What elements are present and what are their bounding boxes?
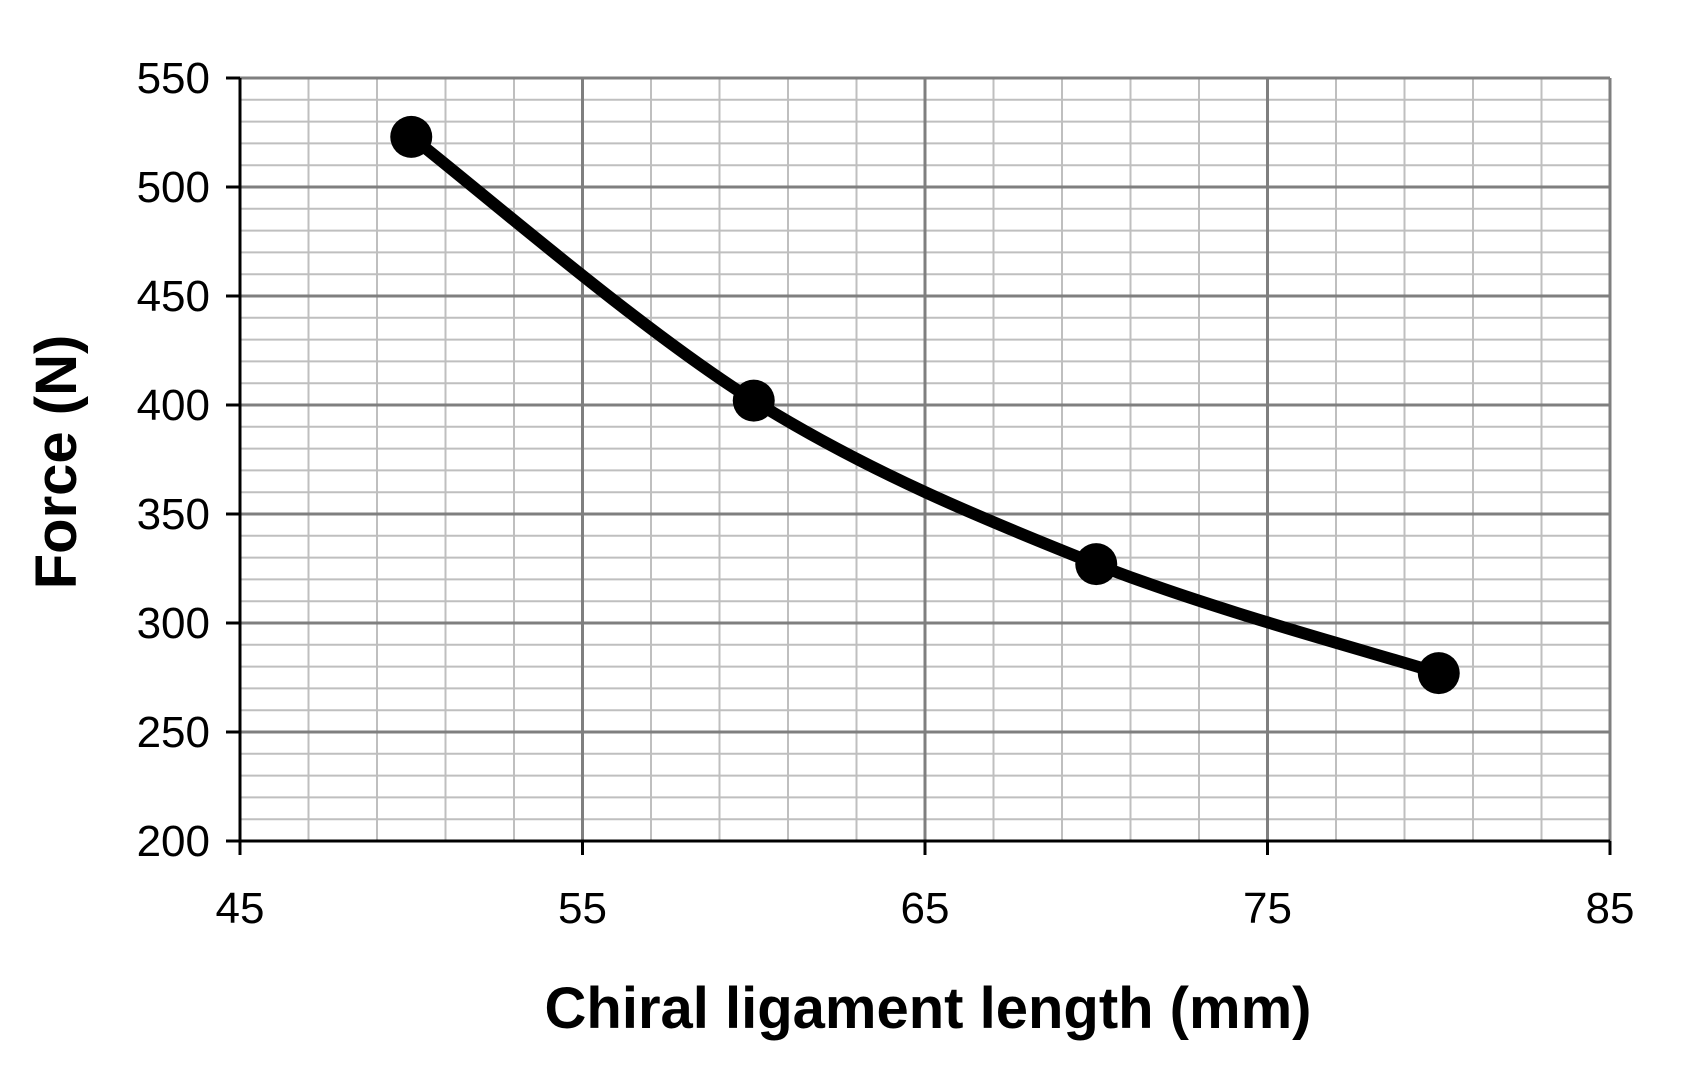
axes [226, 76, 1612, 855]
x-tick-label: 75 [1243, 884, 1292, 933]
y-tick-label: 250 [137, 708, 210, 757]
x-axis-title: Chiral ligament length (mm) [545, 976, 1312, 1041]
grid [240, 76, 1612, 841]
data-point [732, 379, 775, 422]
y-axis-title: Force (N) [24, 335, 89, 590]
y-tick-label: 450 [137, 272, 210, 321]
data-point [390, 115, 433, 158]
x-tick-label: 45 [216, 884, 265, 933]
x-tick-label: 85 [1586, 884, 1635, 933]
x-tick-label: 65 [901, 884, 950, 933]
y-tick-label: 500 [137, 163, 210, 212]
y-tick-label: 300 [137, 599, 210, 648]
y-tick-label: 200 [137, 817, 210, 866]
data-point [1417, 652, 1460, 695]
markers [390, 115, 1460, 695]
y-tick-label: 550 [137, 54, 210, 103]
series [405, 130, 1445, 680]
tick-labels: 200 250 300 350 400 450 500 550 45 55 65 75 85 [137, 54, 1635, 933]
series-line [405, 130, 1445, 680]
data-point [1075, 543, 1118, 586]
x-tick-label: 55 [558, 884, 607, 933]
y-tick-label: 400 [137, 381, 210, 430]
y-tick-label: 350 [137, 490, 210, 539]
